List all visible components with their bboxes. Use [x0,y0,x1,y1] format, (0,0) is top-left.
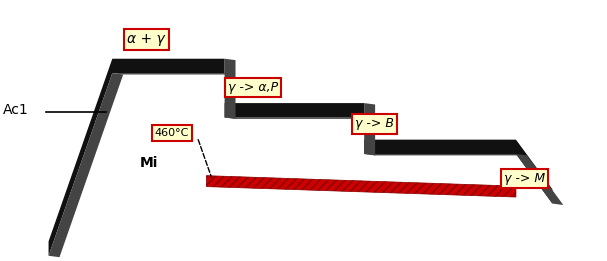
Polygon shape [112,73,236,74]
Polygon shape [364,103,375,155]
Polygon shape [225,117,375,119]
Polygon shape [225,59,236,119]
Text: γ -> M: γ -> M [504,172,545,185]
Text: γ -> B: γ -> B [355,117,394,130]
Polygon shape [364,154,527,155]
Polygon shape [206,176,516,197]
Text: α + γ: α + γ [127,32,165,46]
Polygon shape [516,154,563,205]
Text: Mi: Mi [140,156,158,170]
Text: γ -> α,P: γ -> α,P [228,81,278,94]
Polygon shape [49,59,552,256]
Text: Ac1: Ac1 [3,103,29,117]
Polygon shape [49,73,123,257]
Text: 460°C: 460°C [155,128,189,138]
